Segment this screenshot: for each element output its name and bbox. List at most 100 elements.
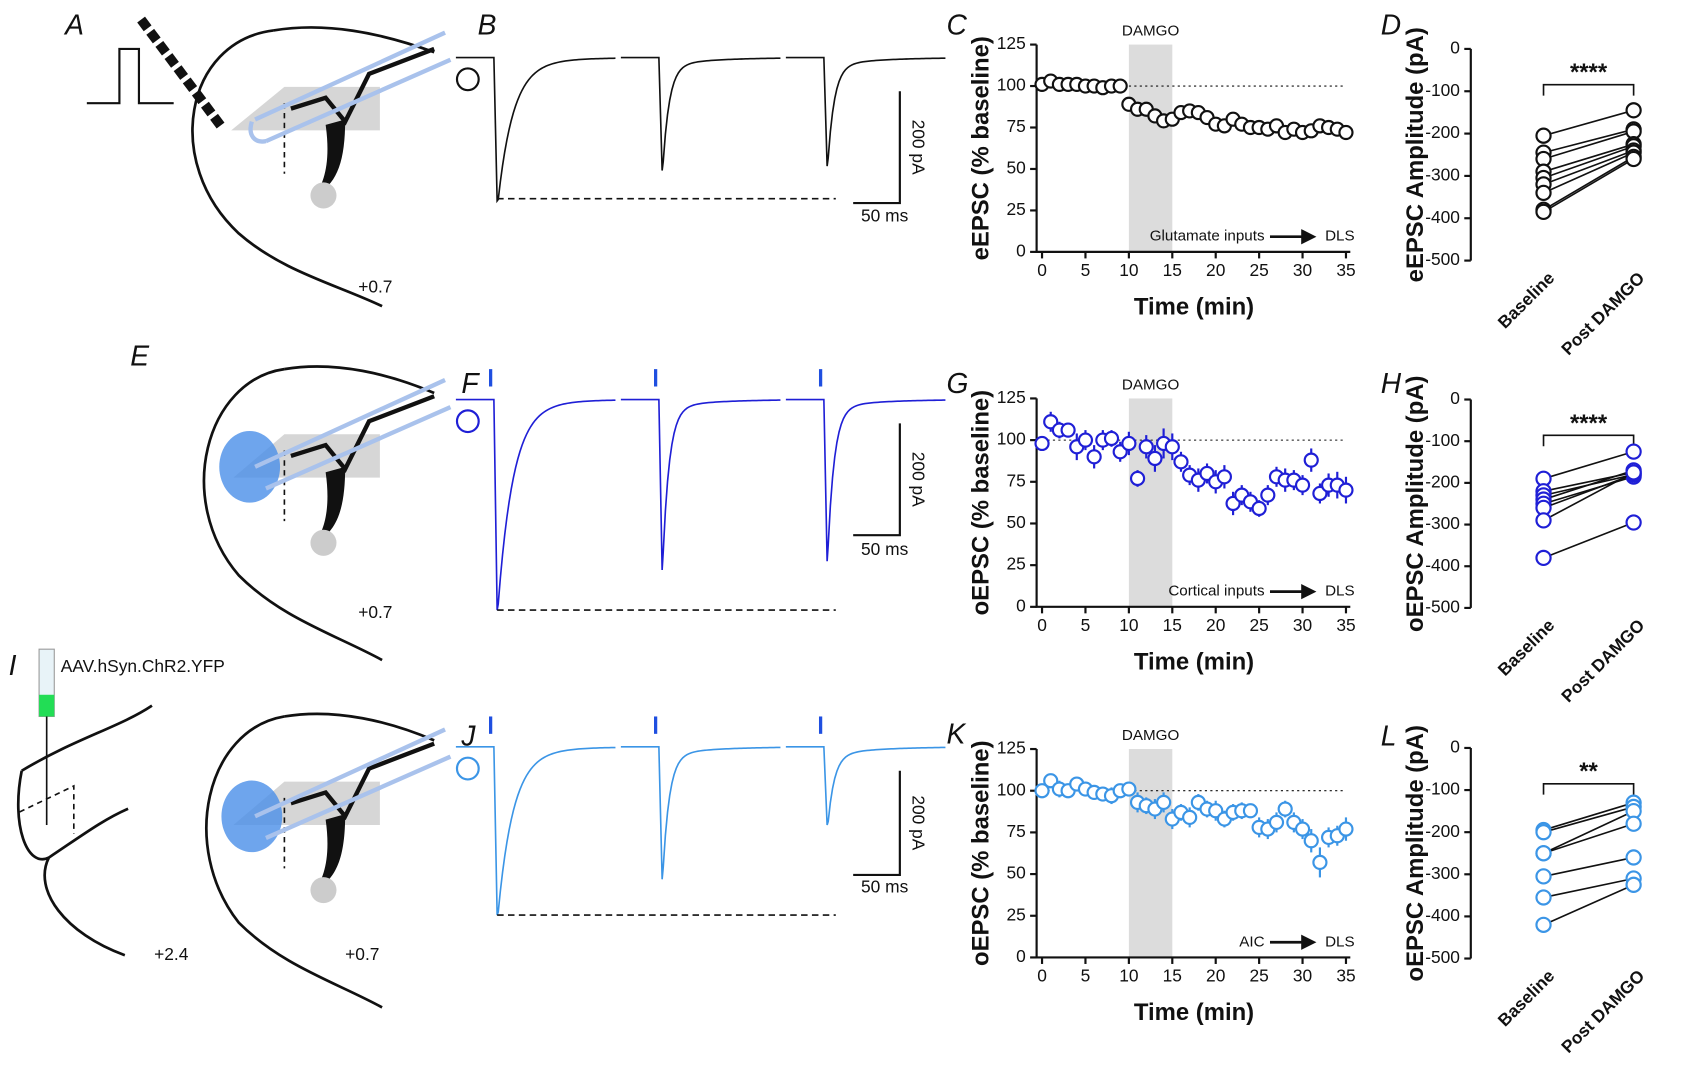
point <box>1112 78 1128 94</box>
y-tick-label: -200 <box>1425 122 1460 142</box>
point <box>1268 814 1285 830</box>
shade <box>1128 398 1173 607</box>
pair-line <box>1543 856 1634 878</box>
pair-line <box>1543 521 1634 559</box>
bracket <box>1542 782 1635 795</box>
y-tick-label: 100 <box>997 429 1026 449</box>
point <box>1034 783 1050 799</box>
y-tick-label: -300 <box>1425 863 1460 883</box>
x-tick-label: Baseline <box>1494 965 1559 1030</box>
x-tick-label: 35 <box>1336 615 1355 635</box>
y-tick-label: 50 <box>1006 512 1025 532</box>
input-label: AIC <box>1239 933 1264 950</box>
y-axis-label: eEPSC Amplitude (pA) <box>1402 27 1429 282</box>
pair-line <box>1543 801 1634 831</box>
trace <box>620 746 781 880</box>
x-tick-label: 15 <box>1163 966 1182 986</box>
point <box>1535 916 1552 933</box>
legend-marker <box>455 409 480 434</box>
y-tick-label: 25 <box>1006 199 1025 219</box>
panel-letter: D <box>1381 9 1401 41</box>
pair-line <box>1543 806 1634 833</box>
trace <box>455 398 616 611</box>
point <box>1303 833 1319 849</box>
x-tick-label: Baseline <box>1494 267 1559 332</box>
y-axis-label: oEPSC Amplitude (pA) <box>1402 376 1429 632</box>
y-tick-label: 0 <box>1016 240 1026 260</box>
schematic-a <box>86 16 452 308</box>
trace <box>455 56 616 204</box>
panel-letter: J <box>460 720 476 752</box>
x-tick-label: 35 <box>1336 966 1355 986</box>
pair-line <box>1543 884 1634 926</box>
y-tick-label: -500 <box>1425 249 1460 269</box>
point <box>1535 203 1552 221</box>
pair-line <box>1543 128 1634 154</box>
pair-line <box>1543 877 1634 899</box>
scale-time: 50 ms <box>861 539 909 559</box>
x-tick-label: 30 <box>1293 260 1312 280</box>
y-axis-label: oEPSC (% baseline) <box>968 740 995 966</box>
point <box>1138 439 1154 455</box>
x-axis-label: Time (min) <box>1134 649 1254 676</box>
panel-letter: L <box>1381 720 1397 752</box>
point <box>1242 803 1259 819</box>
schematic-e <box>202 365 452 662</box>
legend-marker <box>455 67 480 92</box>
x-tick-label: 15 <box>1163 615 1182 635</box>
y-axis-label: eEPSC (% baseline) <box>968 36 995 260</box>
y-axis-label: oEPSC Amplitude (pA) <box>1402 725 1429 981</box>
x-tick-label: 10 <box>1119 966 1138 986</box>
point <box>1535 845 1552 862</box>
point <box>1147 450 1163 467</box>
schematic-label: +0.7 <box>358 602 392 622</box>
y-tick-label: -200 <box>1425 821 1460 841</box>
pair-line <box>1543 143 1634 173</box>
pair-line <box>1543 810 1634 854</box>
y-tick-label: 0 <box>1450 37 1460 57</box>
panel-letter: H <box>1381 367 1402 399</box>
scale-current: 200 pA <box>909 795 929 850</box>
y-tick-label: -400 <box>1425 555 1460 575</box>
y-tick-label: -100 <box>1425 430 1460 450</box>
scale-time: 50 ms <box>861 877 909 897</box>
point <box>1535 127 1552 144</box>
point <box>1535 512 1552 529</box>
target-label: DLS <box>1325 228 1355 245</box>
point <box>1535 889 1552 906</box>
axes <box>1035 398 1351 608</box>
y-tick-label: -100 <box>1425 80 1460 100</box>
point <box>1303 452 1319 468</box>
y-tick-label: 100 <box>997 75 1026 95</box>
x-tick-label: 25 <box>1249 615 1268 635</box>
panel-letter: E <box>130 340 150 372</box>
schematic-label: +0.7 <box>345 944 379 964</box>
panel-letter: F <box>461 367 480 399</box>
point <box>1294 477 1311 493</box>
pair-line <box>1543 156 1635 211</box>
x-tick-label: Post DAMGO <box>1557 268 1648 359</box>
arrow <box>1269 934 1317 950</box>
point <box>1182 809 1198 825</box>
point <box>1173 454 1189 470</box>
y-tick-label: 0 <box>1016 595 1026 615</box>
input-label: Glutamate inputs <box>1150 228 1265 245</box>
bracket <box>1542 434 1635 447</box>
y-tick-label: -400 <box>1425 207 1460 227</box>
point <box>1625 102 1642 119</box>
point <box>1625 849 1642 866</box>
panel-letter: A <box>63 9 84 41</box>
x-tick-label: 5 <box>1081 260 1091 280</box>
x-axis-label: Time (min) <box>1134 294 1254 321</box>
pair-line <box>1543 475 1634 505</box>
x-tick-label: 20 <box>1206 260 1225 280</box>
x-tick-label: 25 <box>1249 260 1268 280</box>
trace <box>785 746 946 826</box>
point <box>1164 439 1180 455</box>
panel-letter: K <box>947 717 967 749</box>
x-tick-label: 35 <box>1336 260 1355 280</box>
scale-current: 200 pA <box>909 120 929 175</box>
significance: **** <box>1570 59 1608 86</box>
x-tick-label: 10 <box>1119 615 1138 635</box>
